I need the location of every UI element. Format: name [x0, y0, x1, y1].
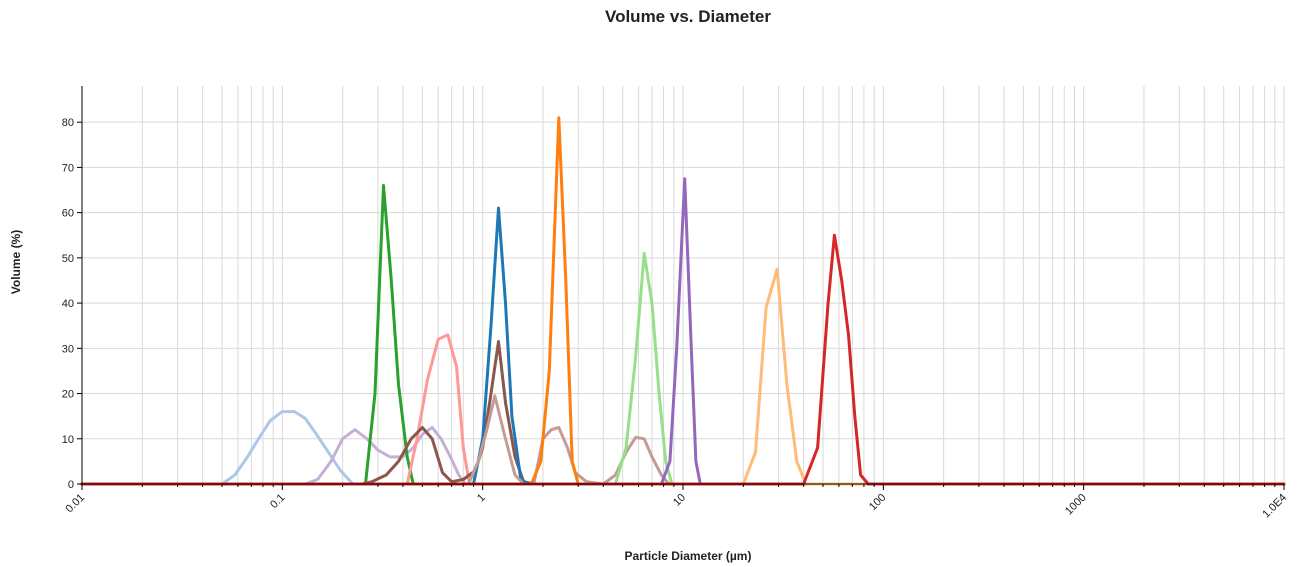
x-tick-label: 1 — [475, 492, 488, 505]
series-line — [80, 267, 1286, 486]
series-line — [80, 333, 1286, 486]
x-tick-label: 100 — [867, 492, 888, 513]
x-tick-label: 10 — [671, 492, 688, 509]
x-tick-label: 1000 — [1063, 492, 1089, 518]
series-line — [80, 410, 1286, 486]
y-tick-label: 10 — [62, 434, 74, 446]
grid-lines — [81, 86, 1285, 485]
x-tick-label: 0.1 — [268, 492, 287, 511]
y-tick-label: 0 — [68, 479, 74, 491]
x-tick-label: 1.0E4 — [1260, 492, 1289, 521]
y-tick-label: 70 — [62, 162, 74, 174]
series-line — [80, 177, 1286, 486]
series-line — [80, 426, 1286, 486]
y-tick-label: 60 — [62, 208, 74, 220]
series-lines — [80, 116, 1286, 486]
tick-labels: 0 10 20 30 40 50 60 70 80 0.01 0.1 1 10 100 1000 1.0E4 — [62, 117, 1289, 520]
y-tick-label: 50 — [62, 253, 74, 265]
y-axis-label: Volume (%) — [9, 230, 23, 294]
y-tick-label: 80 — [62, 117, 74, 129]
series-line — [80, 116, 1286, 486]
series-line — [80, 233, 1286, 486]
y-tick-label: 40 — [62, 298, 74, 310]
series-line — [80, 251, 1286, 486]
y-tick-label: 20 — [62, 389, 74, 401]
series-line — [80, 184, 1286, 486]
x-tick-label: 0.01 — [63, 492, 87, 516]
x-axis-label: Particle Diameter (µm) — [625, 549, 752, 563]
y-tick-label: 30 — [62, 343, 74, 355]
series-line — [80, 340, 1286, 486]
chart-title: Volume vs. Diameter — [605, 7, 771, 26]
series-line — [80, 394, 1286, 486]
